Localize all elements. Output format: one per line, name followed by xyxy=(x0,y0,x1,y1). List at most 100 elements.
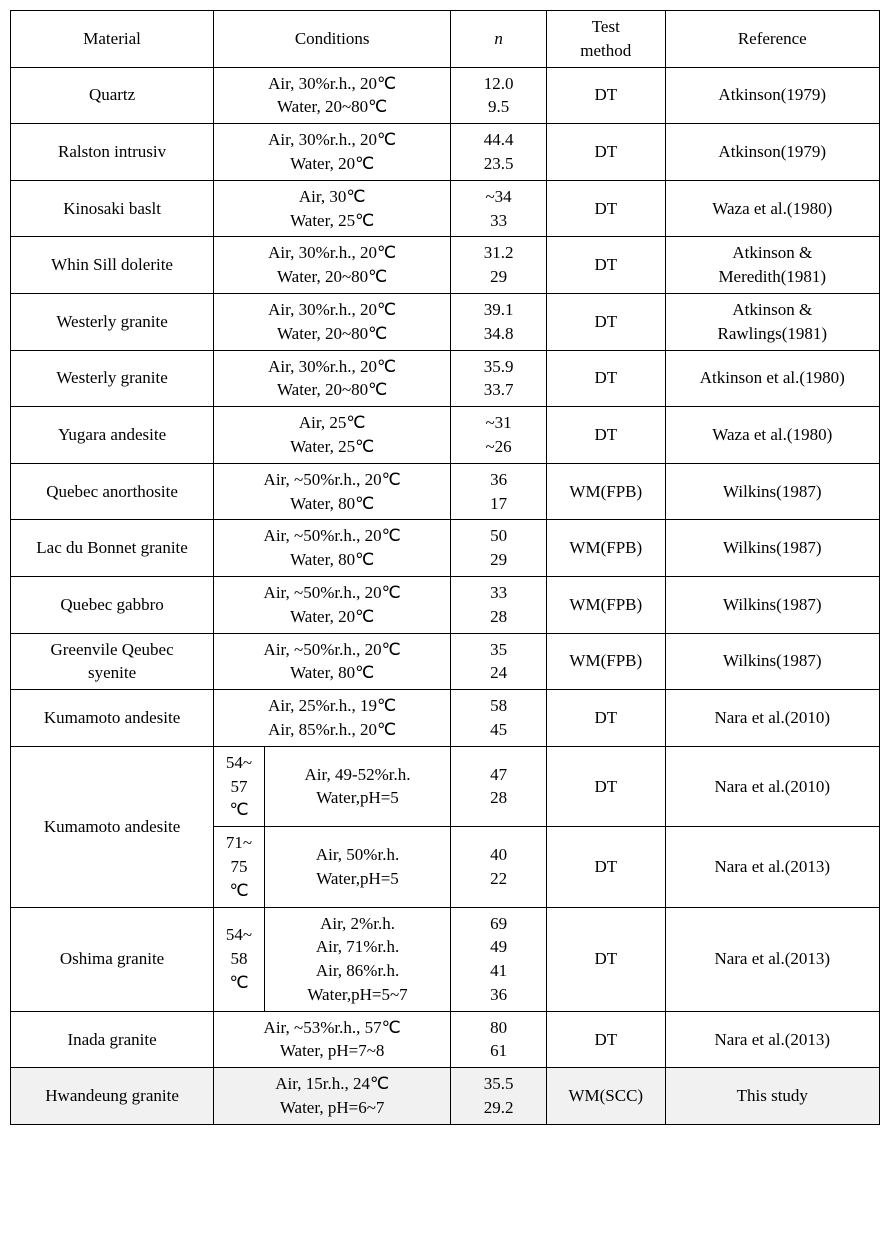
cell-ref: Wilkins(1987) xyxy=(665,463,879,520)
cell-material: Greenvile Qeubecsyenite xyxy=(11,633,214,690)
hdr-material: Material xyxy=(11,11,214,68)
cell-material: Lac du Bonnet granite xyxy=(11,520,214,577)
table-row-highlighted: Hwandeung graniteAir, 15r.h., 24℃Water, … xyxy=(11,1068,880,1125)
cell-test: DT xyxy=(547,350,665,407)
cell-conditions: Air, ~50%r.h., 20℃Water, 80℃ xyxy=(214,463,451,520)
table-row: Ralston intrusivAir, 30%r.h., 20℃Water, … xyxy=(11,124,880,181)
cell-test: DT xyxy=(547,407,665,464)
table-row: Westerly graniteAir, 30%r.h., 20℃Water, … xyxy=(11,350,880,407)
cell-material: Westerly granite xyxy=(11,350,214,407)
cell-material: Whin Sill dolerite xyxy=(11,237,214,294)
table-row: Kumamoto andesite54~57℃Air, 49-52%r.h.Wa… xyxy=(11,746,880,826)
hdr-test: Testmethod xyxy=(547,11,665,68)
cell-material: Quartz xyxy=(11,67,214,124)
cell-ref: Wilkins(1987) xyxy=(665,576,879,633)
cell-n: 39.134.8 xyxy=(451,293,547,350)
table-row: Inada graniteAir, ~53%r.h., 57℃Water, pH… xyxy=(11,1011,880,1068)
cell-n: ~31~26 xyxy=(451,407,547,464)
table-row: Greenvile QeubecsyeniteAir, ~50%r.h., 20… xyxy=(11,633,880,690)
cell-temp: 71~75℃ xyxy=(214,827,265,907)
table-row: Oshima granite54~58℃Air, 2%r.h.Air, 71%r… xyxy=(11,907,880,1011)
cell-ref: Wilkins(1987) xyxy=(665,633,879,690)
cell-conditions: Air, ~53%r.h., 57℃Water, pH=7~8 xyxy=(214,1011,451,1068)
cell-ref: Nara et al.(2013) xyxy=(665,827,879,907)
cell-material: Westerly granite xyxy=(11,293,214,350)
cell-n: 35.933.7 xyxy=(451,350,547,407)
cell-conditions: Air, 30℃Water, 25℃ xyxy=(214,180,451,237)
cell-cond: Air, 2%r.h.Air, 71%r.h.Air, 86%r.h.Water… xyxy=(264,907,450,1011)
cell-material: Quebec gabbro xyxy=(11,576,214,633)
cell-n: 35.529.2 xyxy=(451,1068,547,1125)
materials-table: Material Conditions n Testmethod Referen… xyxy=(10,10,880,1125)
cell-n: ~3433 xyxy=(451,180,547,237)
cell-conditions: Air, 30%r.h., 20℃Water, 20~80℃ xyxy=(214,67,451,124)
cell-ref: Nara et al.(2013) xyxy=(665,907,879,1011)
cell-n: 3524 xyxy=(451,633,547,690)
cell-cond: Air, 49-52%r.h.Water,pH=5 xyxy=(264,746,450,826)
cell-n: 12.09.5 xyxy=(451,67,547,124)
cell-test: WM(FPB) xyxy=(547,576,665,633)
cell-conditions: Air, 30%r.h., 20℃Water, 20~80℃ xyxy=(214,237,451,294)
table-row: Quebec gabbroAir, ~50%r.h., 20℃Water, 20… xyxy=(11,576,880,633)
cell-ref: Atkinson(1979) xyxy=(665,67,879,124)
table-row: Kinosaki basltAir, 30℃Water, 25℃~3433DTW… xyxy=(11,180,880,237)
cell-material: Inada granite xyxy=(11,1011,214,1068)
cell-temp: 54~58℃ xyxy=(214,907,265,1011)
cell-n: 69494136 xyxy=(451,907,547,1011)
cell-n: 5845 xyxy=(451,690,547,747)
cell-n: 3328 xyxy=(451,576,547,633)
cell-ref: Waza et al.(1980) xyxy=(665,407,879,464)
cell-n: 4728 xyxy=(451,746,547,826)
cell-n: 31.229 xyxy=(451,237,547,294)
cell-material: Kumamoto andesite xyxy=(11,690,214,747)
hdr-conditions: Conditions xyxy=(214,11,451,68)
cell-test: DT xyxy=(547,67,665,124)
cell-test: DT xyxy=(547,1011,665,1068)
cell-ref: Nara et al.(2010) xyxy=(665,746,879,826)
cell-test: DT xyxy=(547,690,665,747)
cell-test: WM(SCC) xyxy=(547,1068,665,1125)
cell-material: Kumamoto andesite xyxy=(11,746,214,907)
cell-conditions: Air, 15r.h., 24℃Water, pH=6~7 xyxy=(214,1068,451,1125)
cell-ref: Atkinson &Rawlings(1981) xyxy=(665,293,879,350)
cell-temp: 54~57℃ xyxy=(214,746,265,826)
cell-material: Kinosaki baslt xyxy=(11,180,214,237)
cell-conditions: Air, 30%r.h., 20℃Water, 20℃ xyxy=(214,124,451,181)
cell-n: 44.423.5 xyxy=(451,124,547,181)
cell-test: DT xyxy=(547,827,665,907)
cell-conditions: Air, 30%r.h., 20℃Water, 20~80℃ xyxy=(214,350,451,407)
cell-ref: Nara et al.(2013) xyxy=(665,1011,879,1068)
cell-test: DT xyxy=(547,746,665,826)
cell-test: DT xyxy=(547,293,665,350)
hdr-n: n xyxy=(451,11,547,68)
cell-ref: Wilkins(1987) xyxy=(665,520,879,577)
cell-material: Oshima granite xyxy=(11,907,214,1011)
header-row: Material Conditions n Testmethod Referen… xyxy=(11,11,880,68)
cell-ref: Atkinson et al.(1980) xyxy=(665,350,879,407)
cell-ref: Nara et al.(2010) xyxy=(665,690,879,747)
cell-ref: This study xyxy=(665,1068,879,1125)
table-row: Quebec anorthositeAir, ~50%r.h., 20℃Wate… xyxy=(11,463,880,520)
cell-material: Yugara andesite xyxy=(11,407,214,464)
cell-test: WM(FPB) xyxy=(547,633,665,690)
table-row: Lac du Bonnet graniteAir, ~50%r.h., 20℃W… xyxy=(11,520,880,577)
table-row: Whin Sill doleriteAir, 30%r.h., 20℃Water… xyxy=(11,237,880,294)
table-row: QuartzAir, 30%r.h., 20℃Water, 20~80℃12.0… xyxy=(11,67,880,124)
cell-ref: Waza et al.(1980) xyxy=(665,180,879,237)
cell-cond: Air, 50%r.h.Water,pH=5 xyxy=(264,827,450,907)
cell-test: DT xyxy=(547,907,665,1011)
cell-conditions: Air, ~50%r.h., 20℃Water, 80℃ xyxy=(214,633,451,690)
cell-test: DT xyxy=(547,180,665,237)
table-row: Kumamoto andesiteAir, 25%r.h., 19℃Air, 8… xyxy=(11,690,880,747)
cell-n: 4022 xyxy=(451,827,547,907)
cell-conditions: Air, 25℃Water, 25℃ xyxy=(214,407,451,464)
cell-test: WM(FPB) xyxy=(547,520,665,577)
cell-test: DT xyxy=(547,237,665,294)
cell-material: Quebec anorthosite xyxy=(11,463,214,520)
cell-test: DT xyxy=(547,124,665,181)
cell-test: WM(FPB) xyxy=(547,463,665,520)
cell-conditions: Air, 30%r.h., 20℃Water, 20~80℃ xyxy=(214,293,451,350)
cell-material: Hwandeung granite xyxy=(11,1068,214,1125)
cell-ref: Atkinson &Meredith(1981) xyxy=(665,237,879,294)
hdr-ref: Reference xyxy=(665,11,879,68)
